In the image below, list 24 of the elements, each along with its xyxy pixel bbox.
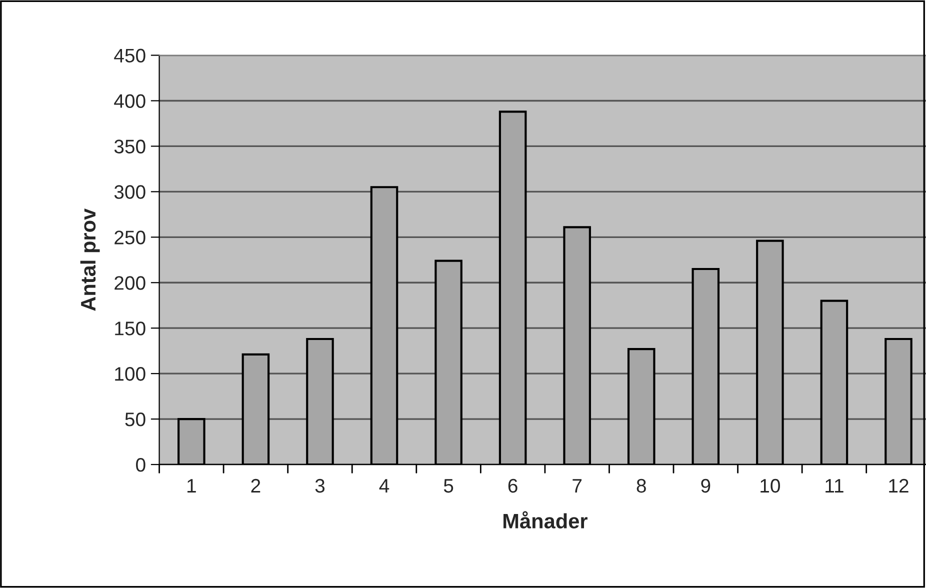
y-axis-title: Antal prov <box>80 208 100 311</box>
x-tick-label: 8 <box>636 478 646 493</box>
x-tick-label: 10 <box>760 478 780 493</box>
y-tick-label: 200 <box>114 276 146 290</box>
x-axis-title: Månader <box>504 511 588 529</box>
x-tick-label: 12 <box>889 478 908 492</box>
y-tick-label: 0 <box>136 458 146 472</box>
y-tick-label: 100 <box>115 367 146 381</box>
x-tick-label: 2 <box>251 478 260 492</box>
y-tick-label: 350 <box>114 140 146 154</box>
y-tick-label: 300 <box>114 185 146 199</box>
y-tick-label: 450 <box>114 48 146 63</box>
x-tick-label: 11 <box>826 479 844 492</box>
x-tick-label: 3 <box>315 478 325 493</box>
y-tick-label: 250 <box>114 230 146 244</box>
x-tick-label: 5 <box>444 479 454 493</box>
x-tick-label: 1 <box>187 479 196 492</box>
y-tick-label: 150 <box>115 322 146 336</box>
y-tick-label: 50 <box>125 412 146 426</box>
x-tick-label: 6 <box>508 478 518 493</box>
x-tick-label: 7 <box>572 479 582 492</box>
x-tick-label: 4 <box>379 479 390 492</box>
x-tick-label: 9 <box>701 478 710 493</box>
y-tick-label: 400 <box>114 94 146 108</box>
